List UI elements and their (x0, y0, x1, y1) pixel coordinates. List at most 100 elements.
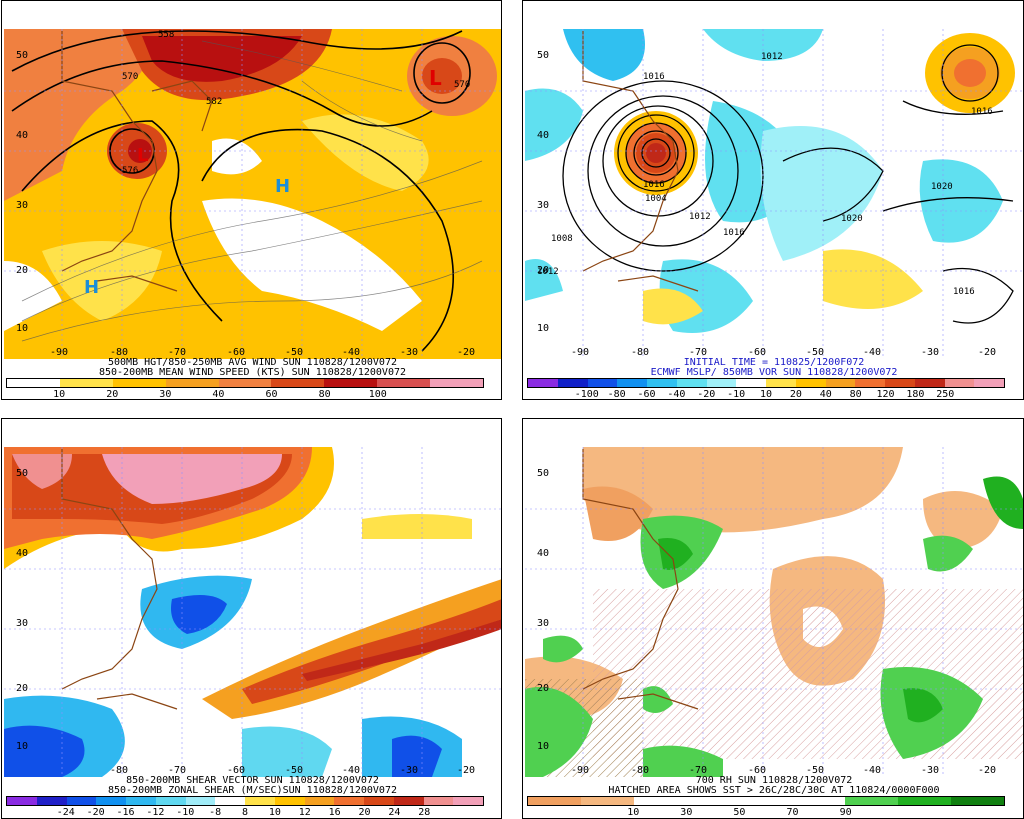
scale-tick-label: -20 (86, 807, 105, 818)
lon-label: -50 (285, 347, 303, 358)
scale-tick-label: 120 (876, 389, 895, 400)
lon-label: -30 (921, 347, 939, 358)
isobar-label: 1008 (551, 234, 573, 244)
scale-swatch (974, 379, 1004, 387)
map-mslp-vorticity: 50 40 30 20 10 -90 -80 -70 -60 -50 -40 -… (525, 29, 1023, 359)
lon-label: -50 (806, 347, 824, 358)
scale-tick-label: -100 (574, 389, 599, 400)
scale-swatch (706, 379, 737, 387)
contour-label: 582 (206, 97, 222, 107)
scale-swatch (766, 379, 796, 387)
scale-tick-label: 40 (212, 389, 225, 400)
caption-line-1: 850-200MB SHEAR VECTOR SUN 110828/1200V0… (126, 775, 379, 786)
lat-label: 30 (16, 200, 28, 211)
isobar-label: 1016 (723, 228, 745, 238)
lat-label: 50 (16, 50, 28, 61)
isobar-label: 1004 (645, 194, 667, 204)
scale-tick-label: 180 (906, 389, 925, 400)
scale-tick-label: -12 (146, 807, 165, 818)
lon-label: -60 (227, 765, 245, 776)
scale-swatch (736, 379, 766, 387)
lat-label: 20 (16, 683, 28, 694)
isobar-label: 1012 (689, 212, 711, 222)
scale-tick-label: -10 (727, 389, 746, 400)
lat-label: 50 (16, 468, 28, 479)
scale-swatch (304, 797, 335, 805)
panel-mslp-vorticity: 50 40 30 20 10 -90 -80 -70 -60 -50 -40 -… (522, 0, 1024, 400)
scale-tick-label: -40 (667, 389, 686, 400)
map-zonal-shear: 50 40 30 20 10 -80 -70 -60 -50 -40 -30 -… (4, 447, 501, 777)
scale-swatch (557, 379, 588, 387)
scale-tick-label: 10 (268, 807, 281, 818)
scale-tick-label: -10 (176, 807, 195, 818)
scale-swatch (215, 797, 245, 805)
scale-swatch (155, 797, 186, 805)
low-pressure-marker: L (429, 66, 442, 90)
scale-tick-label: 60 (265, 389, 278, 400)
scale-swatch (633, 797, 687, 805)
color-scale (6, 796, 484, 806)
scale-tick-label: 50 (733, 807, 746, 818)
contour-label: 570 (122, 72, 138, 82)
lon-label: -80 (110, 765, 128, 776)
scale-swatch (324, 379, 378, 387)
lat-label: 40 (537, 548, 549, 559)
map-wind-speed: 50 40 30 20 10 -90 -80 -70 -60 -50 -40 -… (4, 29, 501, 359)
scale-swatch (587, 379, 618, 387)
scale-swatch (96, 797, 126, 805)
isobar-label: 1016 (643, 180, 665, 190)
lon-label: -30 (921, 765, 939, 776)
lat-label: 10 (16, 741, 28, 752)
isobar-label: 1016 (643, 72, 665, 82)
lon-label: -30 (400, 347, 418, 358)
scale-swatch (453, 797, 483, 805)
scale-tick-label: 12 (298, 807, 311, 818)
scale-swatch (528, 797, 581, 805)
scale-swatch (885, 379, 915, 387)
scale-swatch (7, 797, 37, 805)
scale-swatch (165, 379, 219, 387)
scale-tick-label: 10 (53, 389, 66, 400)
scale-swatch (59, 379, 113, 387)
lon-label: -40 (342, 765, 360, 776)
lon-label: -40 (863, 347, 881, 358)
scale-tick-label: 30 (159, 389, 172, 400)
scale-swatch (334, 797, 364, 805)
isobar-label: 1020 (931, 182, 953, 192)
scale-swatch (430, 379, 484, 387)
scale-tick-label: 30 (680, 807, 693, 818)
scale-swatch (7, 379, 60, 387)
low-pressure-marker: L (137, 145, 148, 166)
scale-swatch (185, 797, 216, 805)
caption-line-2: 850-200MB ZONAL SHEAR (M/SEC)SUN 110828/… (108, 785, 397, 796)
scale-swatch (528, 379, 558, 387)
lon-label: -90 (571, 347, 589, 358)
contour-label: 570 (454, 80, 470, 90)
scale-swatch (825, 379, 856, 387)
caption-line-2: 850-200MB MEAN WIND SPEED (KTS) SUN 1108… (98, 367, 407, 378)
lon-label: -70 (689, 347, 707, 358)
lat-label: 10 (16, 323, 28, 334)
lat-label: 20 (537, 265, 549, 276)
lon-label: -60 (227, 347, 245, 358)
scale-tick-label: -60 (637, 389, 656, 400)
scale-tick-label: -20 (697, 389, 716, 400)
scale-tick-label: 8 (241, 807, 249, 818)
caption-line-2: ECMWF MSLP/ 850MB VOR SUN 110828/1200V07… (650, 367, 898, 378)
scale-tick-label: -8 (209, 807, 222, 818)
scale-tick-label: 250 (936, 389, 955, 400)
map-rh-sst: 50 40 30 20 10 -90 -80 -70 -60 -50 -40 -… (525, 447, 1023, 777)
scale-swatch (218, 379, 272, 387)
lon-label: -50 (806, 765, 824, 776)
lat-label: 40 (16, 130, 28, 141)
scale-tick-label: 10 (627, 807, 640, 818)
scale-swatch (580, 797, 634, 805)
scale-swatch (36, 797, 67, 805)
lon-label: -70 (168, 765, 186, 776)
lon-label: -70 (168, 347, 186, 358)
scale-tick-label: -80 (607, 389, 626, 400)
scale-swatch (944, 379, 975, 387)
scale-tick-label: 100 (368, 389, 387, 400)
scale-swatch (898, 797, 952, 805)
scale-swatch (686, 797, 740, 805)
